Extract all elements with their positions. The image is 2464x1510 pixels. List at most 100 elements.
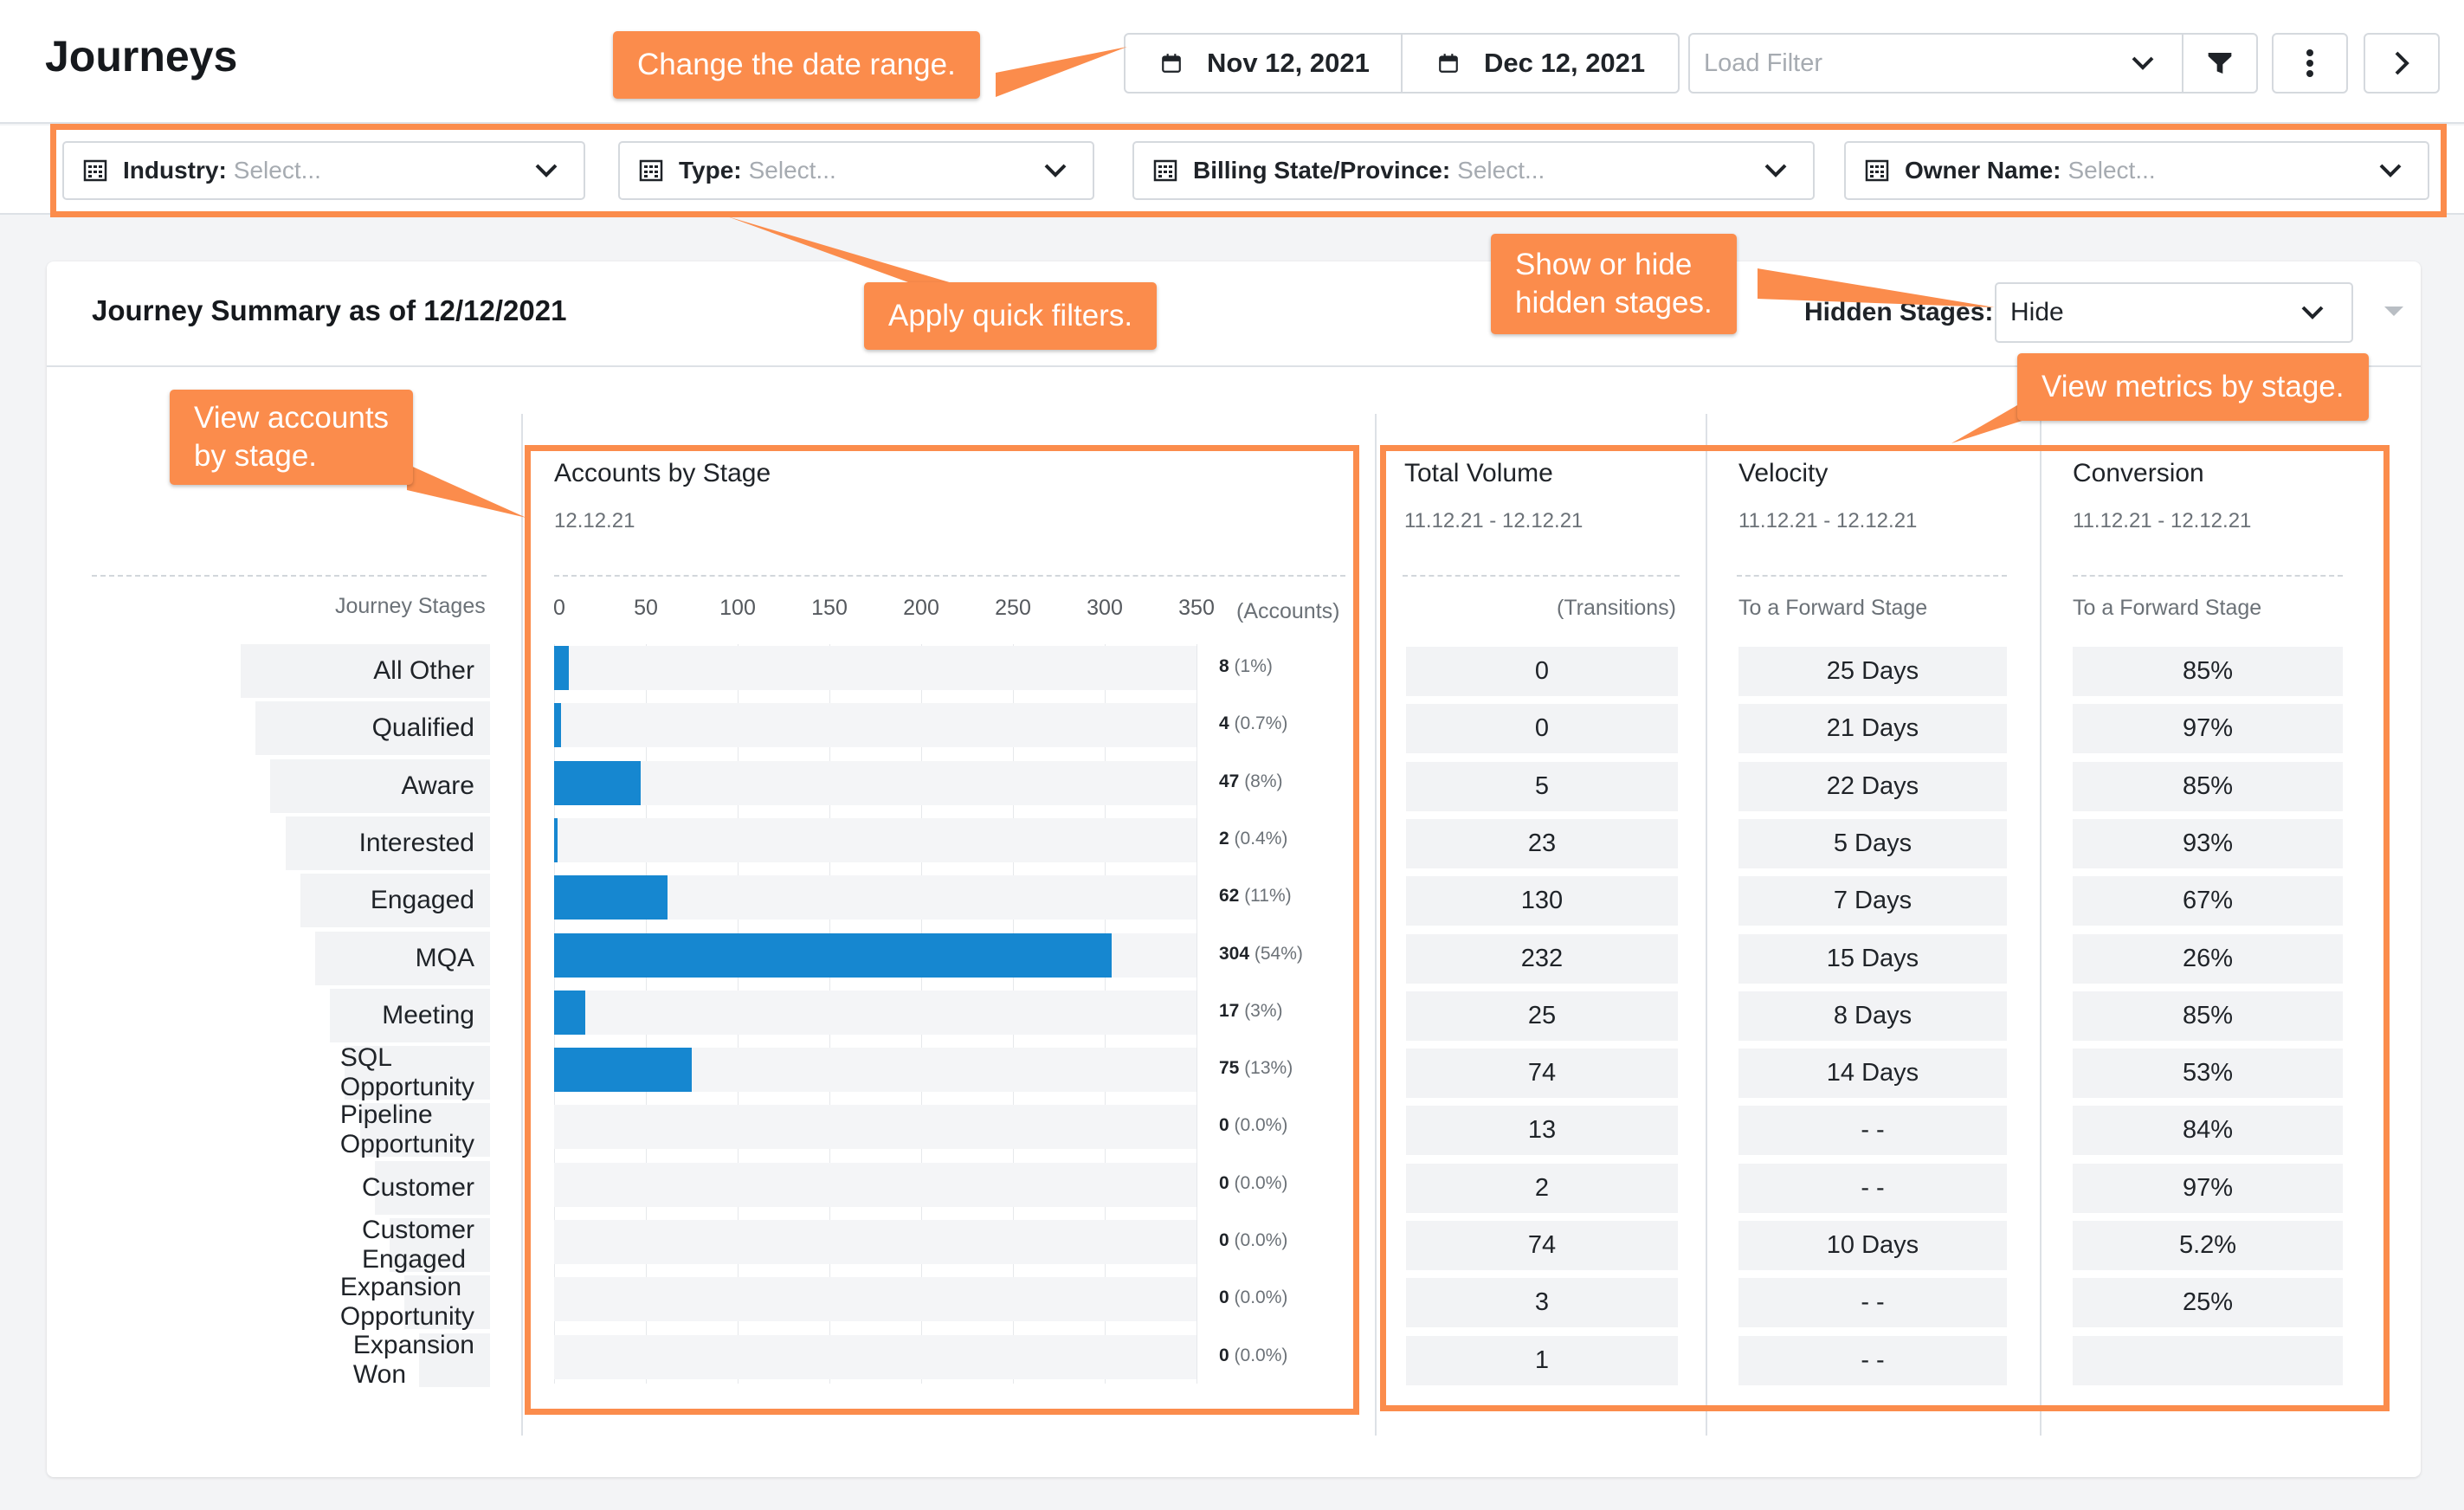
industry-filter[interactable]: Industry: Select...: [62, 141, 585, 200]
hidden-stages-callout-line2: hidden stages.: [1515, 286, 1713, 319]
stage-row[interactable]: Customer Engaged: [362, 1216, 490, 1274]
stage-row[interactable]: SQL Opportunity: [340, 1043, 490, 1101]
hidden-stages-callout-line1: Show or hide: [1515, 248, 1693, 281]
bar-percent: (3%): [1239, 1000, 1283, 1021]
x-axis-tick-label: 100: [719, 596, 756, 620]
stage-row[interactable]: Expansion Opportunity: [340, 1273, 490, 1331]
bar[interactable]: [554, 760, 641, 805]
stage-row[interactable]: Qualified: [255, 701, 490, 756]
metrics-callout: View metrics by stage.: [2017, 353, 2369, 421]
total-volume-cell: 130: [1406, 876, 1678, 926]
velocity-cell: - -: [1738, 1278, 2007, 1328]
quick-filter-bar: Industry: Select... Type: Select... Bill…: [0, 126, 2464, 215]
total-volume-cell-value: 74: [1527, 1231, 1557, 1259]
quick-filters-callout-text: Apply quick filters.: [888, 299, 1133, 332]
billing-state-filter[interactable]: Billing State/Province: Select...: [1132, 141, 1815, 200]
end-date-value: Dec 12, 2021: [1484, 48, 1646, 78]
bar-value-label: 62 (11%): [1219, 886, 1292, 907]
bar-percent: (13%): [1239, 1058, 1293, 1079]
start-date-picker[interactable]: Nov 12, 2021: [1124, 33, 1403, 94]
bar-track: [554, 1105, 1197, 1150]
stage-row[interactable]: Expansion Won: [353, 1331, 490, 1389]
total-volume-cell-value: 1: [1534, 1345, 1550, 1374]
stage-row[interactable]: All Other: [241, 644, 490, 698]
stage-row[interactable]: MQA: [315, 931, 490, 985]
bar-track: [554, 990, 1197, 1035]
owner-name-filter[interactable]: Owner Name: Select...: [1844, 141, 2429, 200]
funnel-icon: [2208, 53, 2232, 74]
filter-button[interactable]: [2182, 33, 2258, 94]
total-volume-cell: 0: [1406, 704, 1678, 754]
column-divider: [1375, 414, 1377, 1436]
bar-value-label: 17 (3%): [1219, 1001, 1283, 1022]
total-volume-cell: 0: [1406, 647, 1678, 696]
total-volume-cell: 5: [1406, 761, 1678, 811]
bar[interactable]: [554, 875, 668, 920]
billing-state-filter-label: Billing State/Province:: [1193, 157, 1451, 184]
velocity-cell: - -: [1738, 1106, 2007, 1156]
next-button[interactable]: [2364, 33, 2440, 94]
total-volume-cell: 74: [1406, 1221, 1678, 1270]
bar[interactable]: [554, 646, 569, 690]
velocity-cell: 21 Days: [1738, 704, 2007, 754]
summary-title: Journey Summary as of 12/12/2021: [92, 294, 567, 326]
bar-track: [554, 1162, 1197, 1207]
bar[interactable]: [554, 817, 558, 862]
bar[interactable]: [554, 703, 562, 748]
bar[interactable]: [554, 990, 586, 1035]
chevron-down-icon: [1044, 164, 1067, 177]
separator: [1403, 575, 1680, 577]
end-date-picker[interactable]: Dec 12, 2021: [1401, 33, 1680, 94]
total-volume-title: Total Volume: [1404, 459, 1553, 487]
bar-value-label: 0 (0.0%): [1219, 1287, 1287, 1308]
velocity-cell-value: - -: [1861, 1288, 1885, 1317]
building-icon: [1153, 159, 1177, 182]
stage-row[interactable]: Pipeline Opportunity: [340, 1100, 490, 1158]
bar-value: 62: [1219, 886, 1240, 907]
bar-track: [554, 1220, 1197, 1264]
bar-value-label: 0 (0.0%): [1219, 1115, 1287, 1136]
calendar-icon: [1162, 54, 1181, 73]
conversion-cell: 93%: [2073, 818, 2343, 868]
stage-label: SQL Opportunity: [339, 1043, 474, 1102]
conversion-cell-value: 97%: [2182, 1173, 2234, 1202]
column-divider: [2040, 414, 2042, 1436]
more-options-button[interactable]: [2272, 33, 2348, 94]
stage-label: Pipeline Opportunity: [339, 1100, 474, 1159]
bar-value-label: 2 (0.4%): [1219, 829, 1287, 849]
bar-percent: (0.0%): [1229, 1172, 1288, 1193]
bar-value: 0: [1219, 1115, 1229, 1136]
stage-label: All Other: [373, 656, 474, 685]
stage-row[interactable]: Customer: [362, 1160, 490, 1215]
conversion-cell-value: 84%: [2182, 1116, 2234, 1145]
stage-row[interactable]: Meeting: [330, 988, 490, 1042]
total-volume-date-range: 11.12.21 - 12.12.21: [1404, 509, 1584, 532]
bar[interactable]: [554, 1048, 692, 1093]
type-filter-label: Type:: [679, 157, 742, 184]
building-icon: [1865, 159, 1889, 182]
conversion-cell-value: 85%: [2182, 657, 2234, 685]
chevron-down-icon: [1764, 164, 1787, 177]
column-divider: [521, 414, 523, 1436]
stage-row[interactable]: Engaged: [300, 874, 490, 928]
velocity-cell-value: 15 Days: [1826, 944, 1919, 972]
total-volume-cell-value: 232: [1520, 944, 1564, 972]
bar-value-label: 304 (54%): [1219, 944, 1303, 965]
collapse-caret-icon[interactable]: [2384, 307, 2403, 316]
hidden-stages-select[interactable]: Hide: [1995, 282, 2353, 343]
total-volume-cell-value: 0: [1534, 657, 1550, 685]
stage-row[interactable]: Interested: [285, 816, 490, 870]
hidden-stages-value: Hide: [2010, 298, 2064, 326]
accounts-callout-line2: by stage.: [194, 439, 318, 473]
velocity-cell-value: 5 Days: [1833, 829, 1913, 857]
stage-row[interactable]: Aware: [270, 758, 490, 813]
accounts-highlight: [525, 445, 1359, 1415]
velocity-cell: 14 Days: [1738, 1049, 2007, 1099]
bar-track: [554, 703, 1197, 748]
velocity-column-label: To a Forward Stage: [1738, 596, 1928, 620]
load-filter-select[interactable]: Load Filter: [1688, 33, 2183, 94]
bar-percent: (0.0%): [1229, 1230, 1288, 1250]
separator: [2073, 575, 2343, 577]
bar[interactable]: [554, 932, 1113, 978]
type-filter[interactable]: Type: Select...: [618, 141, 1094, 200]
